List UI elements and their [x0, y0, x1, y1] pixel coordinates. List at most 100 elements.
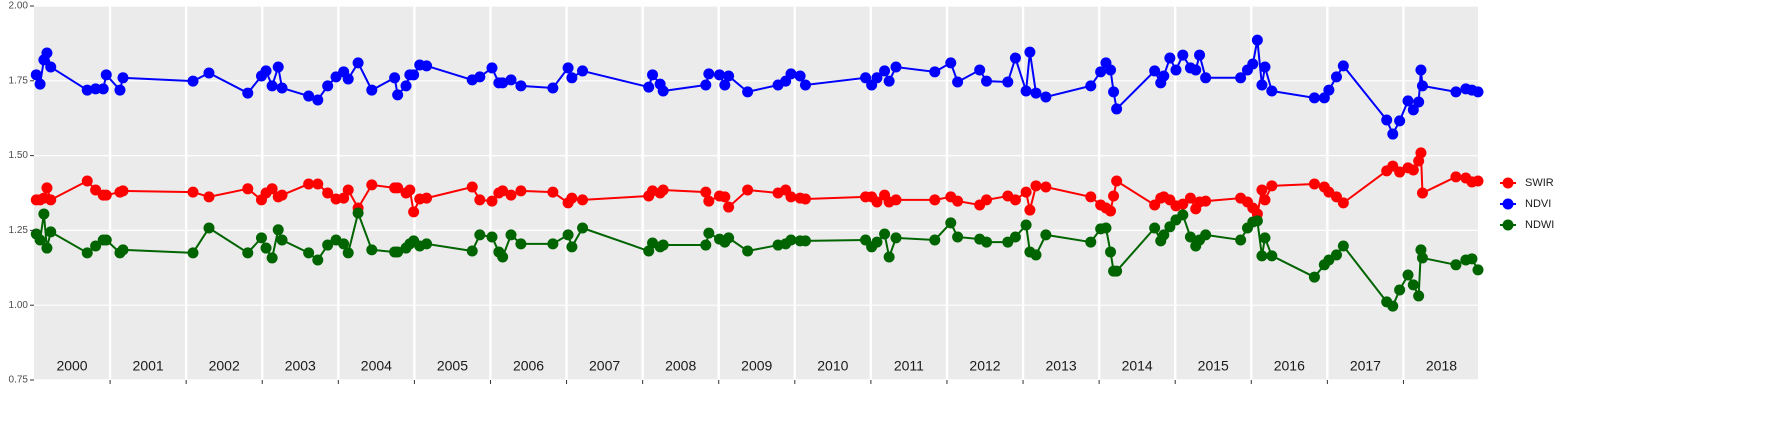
- data-point: [45, 61, 57, 73]
- data-point: [1450, 259, 1462, 271]
- data-point: [1111, 265, 1123, 277]
- data-point: [1394, 284, 1406, 296]
- data-point: [1111, 103, 1123, 115]
- data-point: [41, 242, 53, 254]
- data-point: [408, 69, 420, 81]
- data-point: [342, 247, 354, 259]
- data-point: [1330, 71, 1342, 83]
- data-point: [38, 208, 50, 220]
- data-point: [41, 182, 53, 194]
- data-point: [187, 247, 199, 259]
- data-point: [1149, 222, 1161, 234]
- data-point: [1337, 60, 1349, 72]
- data-point: [100, 234, 112, 246]
- data-point: [1402, 269, 1414, 281]
- year-label: 2000: [56, 358, 87, 374]
- data-point: [1266, 180, 1278, 192]
- data-point: [547, 82, 559, 94]
- year-label: 2002: [209, 358, 240, 374]
- data-point: [100, 189, 112, 201]
- data-point: [303, 247, 315, 259]
- data-point: [260, 65, 272, 77]
- data-point: [952, 195, 964, 207]
- data-point: [322, 239, 334, 251]
- data-point: [366, 179, 378, 191]
- data-point: [1149, 65, 1161, 77]
- data-point: [1466, 253, 1478, 265]
- data-point: [785, 191, 797, 203]
- data-point: [117, 72, 129, 84]
- data-point: [255, 232, 267, 244]
- data-point: [497, 185, 509, 197]
- y-tick-label: 1.50: [9, 150, 29, 161]
- y-tick-label: 1.25: [9, 225, 29, 236]
- data-point: [366, 244, 378, 256]
- data-point: [1387, 128, 1399, 140]
- data-point: [421, 60, 433, 72]
- data-point: [700, 186, 712, 198]
- data-point: [566, 72, 578, 84]
- data-point: [945, 217, 957, 229]
- data-point: [242, 87, 254, 99]
- data-point: [312, 94, 324, 106]
- data-point: [547, 238, 559, 250]
- data-point: [1259, 194, 1271, 206]
- data-point: [1416, 187, 1428, 199]
- data-point: [421, 192, 433, 204]
- data-point: [1002, 76, 1014, 88]
- data-point: [577, 222, 589, 234]
- data-point: [400, 80, 412, 92]
- data-point: [703, 227, 715, 239]
- data-point: [1394, 166, 1406, 178]
- data-point: [1251, 215, 1263, 227]
- legend-point: [1502, 219, 1514, 231]
- data-point: [1164, 52, 1176, 64]
- data-point: [203, 67, 215, 79]
- data-point: [1095, 66, 1107, 78]
- year-label: 2017: [1350, 358, 1381, 374]
- data-point: [890, 232, 902, 244]
- data-point: [81, 84, 93, 96]
- data-point: [1235, 234, 1247, 246]
- data-point: [1020, 85, 1032, 97]
- data-point: [879, 228, 891, 240]
- data-point: [515, 80, 527, 92]
- data-point: [1259, 232, 1271, 244]
- data-point: [30, 69, 42, 81]
- data-point: [871, 72, 883, 84]
- data-point: [1308, 271, 1320, 283]
- data-point: [577, 194, 589, 206]
- data-point: [338, 238, 350, 250]
- marks: [30, 34, 1484, 312]
- data-point: [945, 57, 957, 69]
- data-point: [723, 232, 735, 244]
- data-point: [1337, 240, 1349, 252]
- data-point: [90, 83, 102, 95]
- data-point: [1024, 204, 1036, 216]
- data-point: [1105, 205, 1117, 217]
- data-point: [1330, 249, 1342, 261]
- data-point: [1472, 264, 1484, 276]
- data-point: [352, 207, 364, 219]
- data-point: [1100, 222, 1112, 234]
- data-point: [1111, 175, 1123, 187]
- data-point: [41, 47, 53, 59]
- data-point: [566, 192, 578, 204]
- data-point: [1472, 86, 1484, 98]
- data-point: [266, 252, 278, 264]
- year-label: 2003: [285, 358, 316, 374]
- data-point: [1177, 198, 1189, 210]
- data-point: [742, 86, 754, 98]
- data-point: [81, 175, 93, 187]
- data-point: [97, 83, 109, 95]
- data-point: [1251, 34, 1263, 46]
- data-point: [1394, 115, 1406, 127]
- data-point: [242, 247, 254, 259]
- data-point: [1413, 96, 1425, 108]
- year-label: 2005: [437, 358, 468, 374]
- y-tick-label: 2.00: [9, 1, 29, 12]
- data-point: [860, 72, 872, 84]
- data-point: [117, 185, 129, 197]
- data-point: [647, 69, 659, 81]
